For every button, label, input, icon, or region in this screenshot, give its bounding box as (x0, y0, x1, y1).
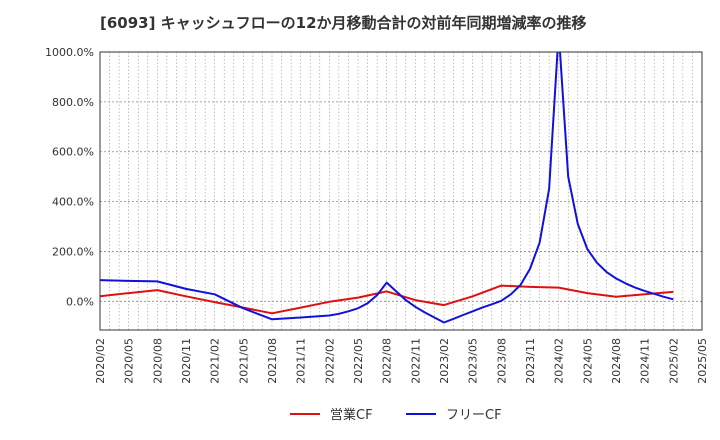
x-tick-label: 2024/08 (610, 338, 623, 384)
y-tick-label: 600.0% (52, 146, 94, 159)
x-tick-label: 2022/08 (381, 338, 394, 384)
x-tick-label: 2022/11 (409, 338, 422, 384)
plot-frame (99, 51, 703, 331)
x-tick-label: 2021/11 (295, 338, 308, 384)
x-tick-label: 2024/05 (581, 338, 594, 384)
y-tick-label: 400.0% (52, 196, 94, 209)
x-axis: 2020/02 2020/05 2020/08 2020/11 2021/02 2021/… (94, 338, 709, 384)
y-tick-label: 1000.0% (45, 46, 94, 59)
x-tick-label: 2021/05 (237, 338, 250, 384)
x-tick-label: 2023/05 (467, 338, 480, 384)
y-tick-label: 800.0% (52, 96, 94, 109)
x-tick-label: 2020/08 (151, 338, 164, 384)
legend: 営業CF フリーCF (290, 407, 502, 423)
x-tick-label: 2020/02 (94, 338, 107, 384)
x-tick-label: 2020/05 (123, 338, 136, 384)
x-tick-label: 2025/02 (667, 338, 680, 384)
y-axis: 0.0% 200.0% 400.0% 600.0% 800.0% 1000.0% (45, 46, 94, 308)
y-tick-label: 200.0% (52, 245, 94, 258)
x-tick-label: 2025/05 (696, 338, 709, 384)
x-tick-label: 2022/02 (323, 338, 336, 384)
x-tick-label: 2023/11 (524, 338, 537, 384)
legend-label-free-cf: フリーCF (446, 408, 502, 423)
x-tick-label: 2024/02 (553, 338, 566, 384)
x-tick-label: 2023/08 (495, 338, 508, 384)
x-tick-label: 2021/08 (266, 338, 279, 384)
grid-lines (100, 51, 702, 330)
x-tick-label: 2023/02 (438, 338, 451, 384)
series-lines (100, 52, 674, 324)
x-tick-label: 2020/11 (180, 338, 193, 384)
chart-title: [6093] キャッシュフローの12か月移動合計の対前年同期増減率の推移 (100, 14, 587, 32)
y-tick-label: 0.0% (66, 295, 94, 308)
series-line-free-cf (100, 52, 674, 324)
series-line-operating-cf (100, 284, 674, 315)
legend-label-operating-cf: 営業CF (330, 407, 373, 423)
x-tick-label: 2021/02 (209, 338, 222, 384)
x-tick-label: 2024/11 (639, 338, 652, 384)
x-tick-label: 2022/05 (352, 338, 365, 384)
